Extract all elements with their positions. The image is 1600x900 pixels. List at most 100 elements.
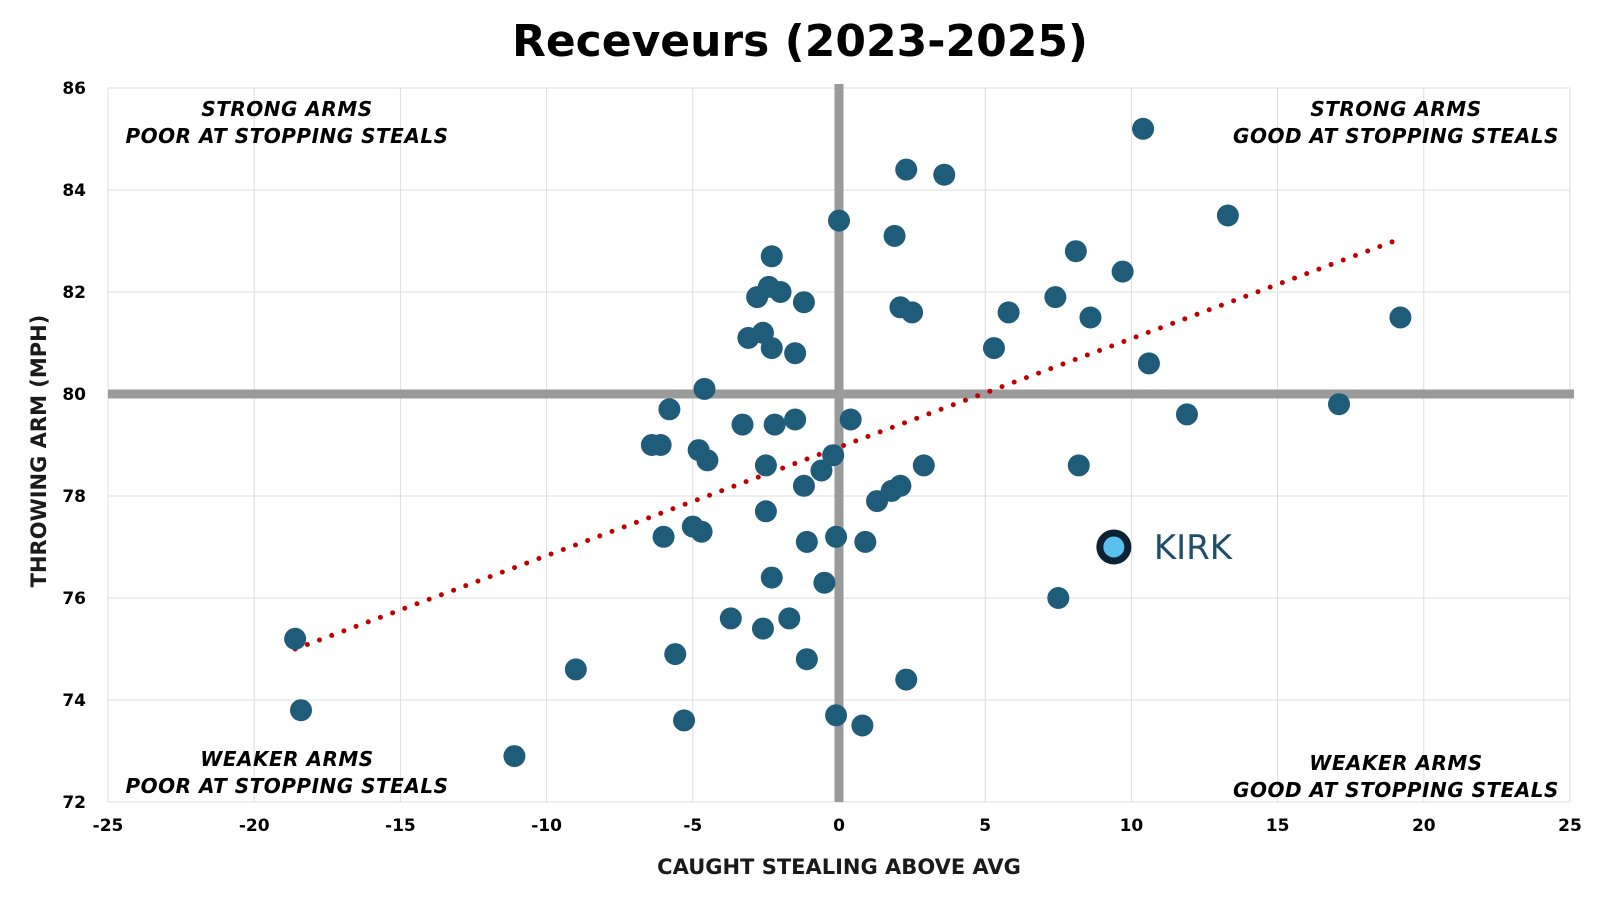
data-point (719, 607, 742, 630)
data-point (1047, 587, 1070, 609)
data-point (828, 209, 850, 232)
data-point (825, 525, 848, 548)
data-point (912, 454, 935, 477)
data-point (901, 301, 924, 324)
data-point (664, 643, 687, 666)
data-point (1044, 286, 1067, 309)
highlight-layer: KIRK (1096, 528, 1234, 568)
data-point (825, 704, 848, 727)
trendline-layer (292, 238, 1398, 652)
x-axis-ticks: -25 -20 -15 -10 -5 0 5 10 15 20 25 (93, 816, 1582, 836)
data-point (760, 245, 783, 268)
data-point (284, 627, 307, 650)
quadrant-label-line: STRONG ARMS (1310, 97, 1481, 121)
data-points (284, 117, 1412, 768)
data-point (866, 490, 889, 513)
data-point (751, 617, 774, 640)
x-tick-label: -20 (239, 816, 270, 836)
data-point (763, 413, 786, 436)
data-point (1389, 306, 1412, 329)
data-point (851, 714, 874, 737)
quadrant-label-line: WEAKER ARMS (200, 747, 373, 771)
y-tick-label: 74 (62, 691, 86, 711)
data-point (795, 648, 818, 671)
y-axis-title: THROWING ARM (MPH) (27, 315, 51, 588)
data-point (889, 474, 912, 497)
data-point (854, 530, 877, 553)
quadrant-label-line: STRONG ARMS (201, 97, 372, 121)
data-point (503, 745, 526, 768)
data-point (1216, 204, 1239, 227)
data-point (778, 607, 801, 630)
data-point (997, 301, 1020, 324)
data-point (1079, 306, 1102, 329)
data-point (731, 413, 754, 436)
data-point (792, 474, 815, 497)
data-point (1137, 352, 1160, 375)
data-point (822, 444, 845, 467)
x-tick-label: -15 (385, 816, 416, 836)
y-tick-label: 80 (62, 385, 86, 405)
data-point (982, 337, 1005, 360)
data-point (895, 158, 918, 181)
data-point (693, 377, 716, 400)
quadrant-label-bottom-right: WEAKER ARMS GOOD AT STOPPING STEALS (1233, 751, 1559, 802)
quadrant-label-bottom-left: WEAKER ARMS POOR AT STOPPING STEALS (126, 747, 449, 798)
data-point (1064, 240, 1087, 263)
y-tick-label: 76 (62, 589, 86, 609)
quadrant-label-line: GOOD AT STOPPING STEALS (1233, 778, 1559, 802)
x-tick-label: 20 (1412, 816, 1436, 836)
data-point (784, 408, 807, 431)
data-point (652, 525, 675, 548)
data-point (839, 408, 862, 431)
data-point (769, 281, 792, 303)
y-tick-label: 78 (62, 487, 86, 507)
data-point (658, 398, 681, 421)
data-point (883, 224, 906, 247)
x-tick-label: 10 (1120, 816, 1144, 836)
quadrant-label-top-left: STRONG ARMS POOR AT STOPPING STEALS (126, 97, 449, 148)
data-point (933, 163, 956, 186)
data-point (1175, 403, 1198, 426)
data-point (1328, 393, 1351, 416)
data-point (792, 291, 815, 314)
x-tick-label: -25 (93, 816, 124, 836)
y-axis-ticks: 72 74 76 78 80 82 84 86 (62, 79, 86, 813)
y-tick-label: 72 (62, 793, 86, 813)
quadrant-label-line: WEAKER ARMS (1309, 751, 1482, 775)
data-point (690, 520, 713, 543)
y-tick-label: 82 (62, 283, 86, 303)
data-point (564, 658, 587, 681)
highlighted-point (1096, 529, 1132, 565)
data-point (760, 566, 783, 589)
data-point (895, 668, 918, 691)
data-point (1067, 454, 1090, 477)
data-point (754, 454, 777, 477)
data-point (754, 500, 777, 523)
data-point (746, 286, 769, 309)
quadrant-label-line: POOR AT STOPPING STEALS (126, 124, 449, 148)
quadrant-label-top-right: STRONG ARMS GOOD AT STOPPING STEALS (1233, 97, 1559, 148)
data-point (813, 571, 836, 594)
data-point (784, 342, 807, 365)
data-point (649, 434, 672, 456)
data-point (1111, 260, 1134, 283)
y-tick-label: 84 (62, 181, 86, 201)
x-axis-title: CAUGHT STEALING ABOVE AVG (657, 855, 1021, 879)
data-point (289, 699, 312, 722)
data-point (1132, 117, 1155, 140)
x-tick-label: 0 (833, 816, 845, 836)
trendline (292, 238, 1398, 652)
data-point (810, 459, 833, 482)
highlighted-point-label: KIRK (1154, 528, 1234, 568)
data-point (795, 530, 818, 553)
x-tick-label: 5 (979, 816, 991, 836)
quadrant-label-line: POOR AT STOPPING STEALS (126, 774, 449, 798)
data-point (760, 337, 783, 360)
y-tick-label: 86 (62, 79, 86, 99)
data-point (673, 709, 696, 732)
chart-title: Receveurs (2023-2025) (512, 16, 1088, 67)
quadrant-label-line: GOOD AT STOPPING STEALS (1233, 124, 1559, 148)
x-tick-label: 15 (1266, 816, 1290, 836)
